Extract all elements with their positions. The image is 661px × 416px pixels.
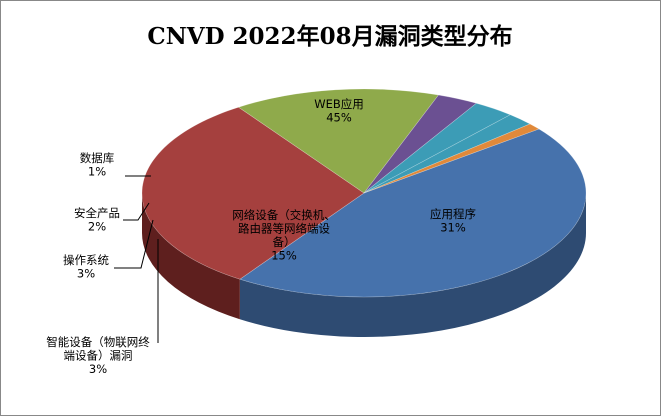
slice-percent: 31% <box>440 221 466 235</box>
slice-side-app <box>142 193 240 320</box>
slice-security[interactable] <box>363 114 531 194</box>
slice-label-os: 操作系统 3% <box>63 253 109 281</box>
slice-network[interactable] <box>237 88 440 194</box>
leader-line-security <box>123 202 150 221</box>
slice-label-security: 安全产品 2% <box>74 206 120 234</box>
slice-label-database: 数据库 1% <box>80 151 115 179</box>
slice-label-app: 应用程序 31% <box>430 207 476 235</box>
slice-name-line: WEB应用 <box>314 97 364 111</box>
slice-percent: 45% <box>326 111 352 125</box>
slice-name-line: 端设备）漏洞 <box>64 349 133 363</box>
slice-os[interactable] <box>363 102 511 194</box>
leader-lines <box>114 175 159 343</box>
slice-label-network: 网络设备（交换机、路由器等网络端设备） 15% <box>232 208 336 263</box>
slice-name-line: 数据库 <box>80 151 115 165</box>
slice-database[interactable] <box>363 123 540 194</box>
slice-label-web: WEB应用 45% <box>314 97 364 125</box>
slice-labels: WEB应用 45% 应用程序 31% 网络设备（交换机、路由器等网络端设备） 15% 智能设… <box>46 97 476 376</box>
slice-percent: 15% <box>271 249 297 263</box>
slice-name-line: 路由器等网络端设 <box>238 222 330 236</box>
slice-name-line: 备） <box>273 235 296 249</box>
slice-app[interactable] <box>141 106 365 280</box>
slice-name-line: 操作系统 <box>63 253 109 267</box>
slice-web[interactable] <box>239 128 587 298</box>
slice-name-line: 网络设备（交换机、 <box>232 208 336 222</box>
slice-percent: 1% <box>88 165 106 179</box>
slice-label-iot: 智能设备（物联网终端设备）漏洞 3% <box>46 335 150 376</box>
pie-3d-sides <box>142 193 587 337</box>
slice-percent: 3% <box>77 267 95 281</box>
slice-name-line: 安全产品 <box>74 206 120 220</box>
leader-line-os <box>114 219 154 269</box>
slice-side-web <box>239 193 587 337</box>
chart-title: CNVD 2022年08月漏洞类型分布 <box>147 23 512 50</box>
slice-name-line: 智能设备（物联网终 <box>46 335 150 349</box>
slice-iot[interactable] <box>363 94 477 194</box>
slice-name-line: 应用程序 <box>430 207 476 221</box>
slice-percent: 3% <box>89 362 107 376</box>
pie-slices <box>141 88 587 298</box>
slice-percent: 2% <box>88 220 106 234</box>
